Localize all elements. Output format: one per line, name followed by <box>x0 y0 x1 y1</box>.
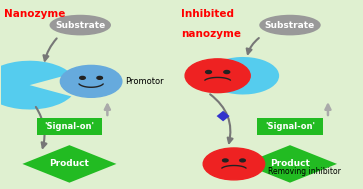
Text: Nanozyme: Nanozyme <box>4 9 66 19</box>
Polygon shape <box>243 145 337 183</box>
Text: Inhibited: Inhibited <box>182 9 234 19</box>
Text: Promotor: Promotor <box>126 77 164 86</box>
Circle shape <box>223 159 228 162</box>
FancyArrowPatch shape <box>247 38 259 54</box>
Wedge shape <box>211 57 279 94</box>
Wedge shape <box>0 61 71 109</box>
FancyArrowPatch shape <box>210 94 233 143</box>
FancyArrowPatch shape <box>36 107 46 148</box>
Circle shape <box>205 70 212 74</box>
Text: Substrate: Substrate <box>55 21 105 30</box>
FancyBboxPatch shape <box>257 118 323 135</box>
Circle shape <box>203 148 265 180</box>
FancyBboxPatch shape <box>37 118 102 135</box>
Ellipse shape <box>49 15 111 35</box>
Polygon shape <box>217 111 229 121</box>
Circle shape <box>60 65 122 97</box>
Circle shape <box>80 76 85 79</box>
FancyArrowPatch shape <box>105 105 110 115</box>
Ellipse shape <box>259 15 321 35</box>
FancyArrowPatch shape <box>44 38 57 61</box>
FancyArrowPatch shape <box>326 105 330 115</box>
Text: Substrate: Substrate <box>265 21 315 30</box>
Circle shape <box>185 59 250 93</box>
FancyArrowPatch shape <box>248 164 259 169</box>
Text: 'Signal-on': 'Signal-on' <box>44 122 94 131</box>
Text: Product: Product <box>270 159 310 168</box>
Circle shape <box>240 159 245 162</box>
Circle shape <box>97 76 102 79</box>
Text: Removing inhibitor: Removing inhibitor <box>268 167 341 176</box>
Text: nanozyme: nanozyme <box>182 29 241 40</box>
Text: Product: Product <box>49 159 89 168</box>
Text: 'Signal-on': 'Signal-on' <box>265 122 315 131</box>
Polygon shape <box>23 145 117 183</box>
Circle shape <box>224 70 230 74</box>
